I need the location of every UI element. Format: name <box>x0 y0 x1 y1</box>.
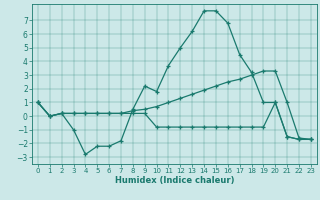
X-axis label: Humidex (Indice chaleur): Humidex (Indice chaleur) <box>115 176 234 185</box>
